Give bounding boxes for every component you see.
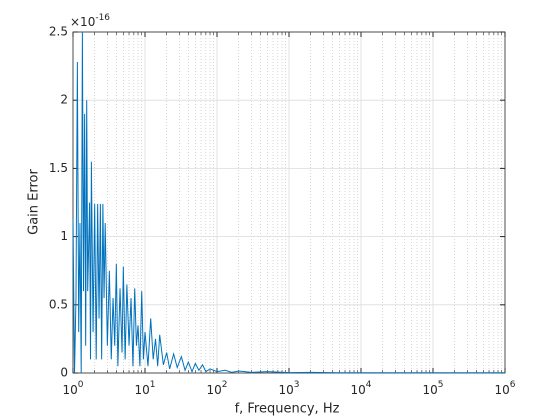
x-tick-base: 10 <box>206 383 221 397</box>
x-tick-label: 105 <box>422 380 443 397</box>
x-tick-base: 10 <box>134 383 149 397</box>
x-axis-label: f, Frequency, Hz <box>235 402 340 417</box>
multiplier-base: ×10 <box>70 15 95 29</box>
x-tick-label: 100 <box>62 380 83 397</box>
x-tick-exponent: 1 <box>150 380 156 390</box>
data-line <box>72 31 505 374</box>
multiplier-exponent: -16 <box>95 13 110 23</box>
y-axis-label: Gain Error <box>27 168 42 234</box>
x-tick-exponent: 6 <box>510 380 516 390</box>
y-tick-label: 1.5 <box>49 161 68 175</box>
x-tick-label: 102 <box>206 380 227 397</box>
x-tick-base: 10 <box>350 383 365 397</box>
x-tick-label: 104 <box>350 380 371 397</box>
y-multiplier: ×10-16 <box>70 13 110 29</box>
x-tick-exponent: 4 <box>366 380 372 390</box>
y-tick-label: 1 <box>60 229 68 243</box>
x-tick-base: 10 <box>278 383 293 397</box>
y-tick-label: 2 <box>60 93 68 107</box>
x-tick-exponent: 2 <box>222 380 228 390</box>
x-tick-exponent: 3 <box>294 380 300 390</box>
x-tick-base: 10 <box>62 383 77 397</box>
y-tick-label: 0 <box>60 366 68 380</box>
x-tick-label: 106 <box>494 380 515 397</box>
x-tick-label: 101 <box>134 380 155 397</box>
y-tick-label: 2.5 <box>49 25 68 39</box>
x-tick-label: 103 <box>278 380 299 397</box>
x-tick-base: 10 <box>422 383 437 397</box>
y-tick-label: 0.5 <box>49 297 68 311</box>
x-tick-exponent: 0 <box>78 380 84 390</box>
x-tick-base: 10 <box>494 383 509 397</box>
x-tick-exponent: 5 <box>438 380 444 390</box>
